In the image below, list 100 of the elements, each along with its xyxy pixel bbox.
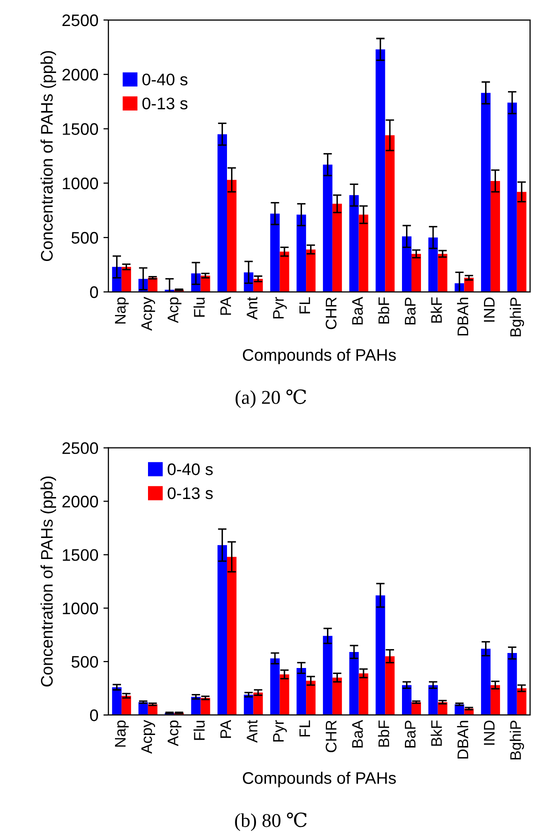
x-tick-label: BghiP	[510, 298, 524, 336]
bar	[376, 49, 386, 292]
bar	[244, 694, 254, 715]
x-tick-label: DBAh	[457, 298, 468, 336]
bar	[226, 556, 236, 715]
y-tick-label: 2500	[62, 14, 98, 26]
x-tick-label: Acp	[168, 720, 182, 746]
x-tick-label: BkF	[430, 297, 442, 323]
bar	[428, 238, 438, 292]
bar	[280, 252, 290, 292]
y-tick-label: 0	[90, 286, 98, 298]
bar	[270, 214, 280, 292]
bar	[270, 658, 280, 715]
x-tick-label: Nap	[115, 720, 129, 747]
bar	[490, 180, 500, 292]
bar	[306, 249, 316, 292]
y-tick-label: 500	[72, 232, 98, 244]
bar	[306, 680, 316, 715]
bar	[253, 692, 263, 715]
x-tick-label: BaP	[404, 720, 416, 748]
y-tick-label: 1000	[62, 178, 98, 190]
x-tick-label: FL	[300, 297, 310, 314]
x-tick-label: BkF	[430, 720, 442, 746]
x-tick-label: Ant	[246, 296, 258, 320]
bar	[438, 254, 448, 292]
x-tick-label: BaA	[352, 720, 363, 748]
bar	[296, 668, 306, 715]
bar	[332, 204, 342, 292]
x-tick-label: Flu	[194, 298, 205, 317]
bar	[349, 652, 359, 715]
bar	[428, 685, 438, 715]
y-tick-label: 2000	[62, 496, 98, 508]
x-tick-label: CHR	[326, 720, 337, 752]
x-tick-label: BaA	[352, 296, 363, 324]
text: (a) 20 ℃	[236, 389, 306, 408]
y-tick-label: 0	[90, 709, 98, 722]
bar	[322, 636, 332, 715]
x-tick-label: BbF	[378, 297, 390, 324]
legend-label: 0-40 s	[142, 74, 188, 86]
y-tick-label: 1500	[62, 549, 98, 561]
x-tick-label: Acp	[168, 297, 182, 324]
x-tick-label: Acpy	[141, 296, 156, 331]
x-tick-label: IND	[484, 297, 494, 322]
bar	[112, 687, 122, 715]
y-tick-label: 1000	[62, 602, 98, 614]
bar	[218, 545, 227, 715]
bar	[481, 648, 491, 715]
bar	[358, 673, 368, 715]
bar	[402, 685, 412, 715]
bar	[280, 674, 290, 715]
bar	[226, 180, 236, 292]
x-tick-label: BaP	[404, 298, 416, 324]
x-tick-label: Ant	[246, 720, 258, 743]
bar	[516, 192, 526, 292]
legend-label: 0-13 s	[142, 98, 188, 110]
y-axis-title: Concentration of PAHs (ppb)	[40, 476, 56, 686]
legend-label: 0-13 s	[168, 487, 213, 500]
bar	[349, 195, 359, 292]
x-tick-label: Nap	[115, 297, 129, 324]
bar	[218, 134, 227, 292]
bar	[200, 276, 210, 292]
y-tick-label: 2500	[62, 442, 98, 454]
bar	[200, 698, 210, 715]
x-tick-label: BghiP	[510, 720, 524, 760]
bar	[122, 696, 132, 715]
x-tick-label: CHR	[326, 297, 337, 330]
bar	[411, 254, 421, 292]
x-tick-label: FL	[300, 720, 310, 736]
x-tick-label: Pyr	[273, 720, 287, 742]
y-tick-label: 2000	[62, 68, 98, 81]
bar	[481, 92, 491, 292]
x-tick-label: PA	[220, 720, 231, 738]
bar	[507, 653, 517, 715]
bar	[490, 685, 500, 715]
bar	[516, 688, 526, 715]
bar	[507, 102, 517, 292]
bar	[332, 678, 342, 715]
x-tick-label: Acpy	[141, 720, 156, 754]
bar	[385, 656, 395, 715]
legend-label: 0-40 s	[168, 463, 213, 476]
y-tick-label: 500	[72, 656, 98, 668]
bar	[296, 214, 306, 292]
x-axis-title: Compounds of PAHs	[242, 348, 396, 364]
x-tick-label: Pyr	[273, 297, 287, 318]
bar	[385, 135, 395, 292]
bar	[191, 696, 201, 715]
x-tick-label: DBAh	[457, 720, 468, 759]
text: (b) 80 ℃	[235, 812, 307, 832]
y-axis-title: Concentration of PAHs (ppb)	[40, 51, 56, 262]
x-tick-label: IND	[484, 720, 494, 745]
bar	[402, 236, 412, 292]
x-tick-label: PA	[220, 296, 231, 315]
bar	[358, 214, 368, 292]
x-tick-label: BbF	[378, 720, 390, 747]
bar	[376, 595, 386, 715]
x-axis-title: Compounds of PAHs	[242, 772, 396, 788]
y-tick-label: 1500	[62, 123, 98, 135]
x-tick-label: Flu	[194, 720, 205, 740]
bar	[322, 164, 332, 292]
bar	[122, 266, 132, 292]
